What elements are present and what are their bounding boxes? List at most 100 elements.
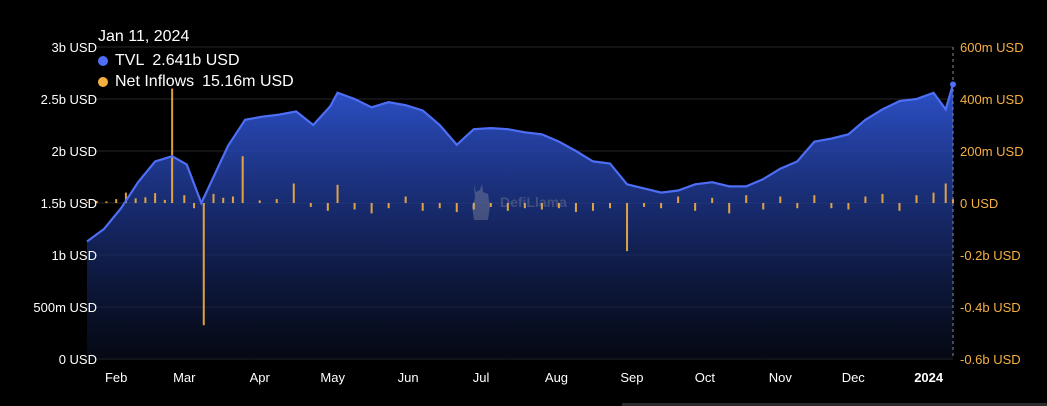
tooltip-date: Jan 11, 2024 bbox=[98, 28, 190, 45]
x-axis-tick-label: Oct bbox=[695, 370, 716, 385]
net-inflow-bar bbox=[455, 203, 458, 213]
net-inflow-bar bbox=[506, 203, 509, 211]
net-inflow-bar bbox=[309, 203, 312, 207]
net-inflow-bar bbox=[898, 203, 901, 211]
net-inflow-bar bbox=[154, 193, 157, 203]
net-inflow-bar bbox=[275, 199, 278, 203]
net-inflow-bar bbox=[932, 192, 935, 203]
left-axis-tick-label: 3b USD bbox=[51, 40, 97, 55]
left-axis-tick-label: 2b USD bbox=[51, 144, 97, 159]
net-inflow-bar bbox=[762, 203, 765, 210]
right-axis-tick-label: -0.2b USD bbox=[960, 248, 1021, 263]
net-inflow-bar bbox=[231, 196, 234, 203]
horizontal-scrollbar[interactable] bbox=[622, 403, 1047, 406]
net-inflow-bar bbox=[86, 201, 88, 203]
net-inflow-bar bbox=[370, 203, 373, 214]
net-inflow-bar bbox=[643, 203, 646, 207]
right-axis-labels: -0.6b USD -0.4b USD -0.2b USD 0 USD 200m USD… bbox=[960, 40, 1024, 367]
net-inflow-bar bbox=[404, 196, 407, 203]
net-inflow-bar bbox=[609, 203, 612, 209]
net-inflow-bar bbox=[745, 195, 748, 203]
net-inflow-bar bbox=[115, 199, 118, 203]
net-inflow-bar bbox=[711, 197, 714, 203]
x-axis-tick-label: Dec bbox=[842, 370, 866, 385]
net-inflow-bar bbox=[813, 195, 816, 203]
x-axis-tick-label: 2024 bbox=[914, 370, 944, 385]
net-inflow-bar bbox=[95, 200, 98, 203]
defillama-watermark: DefiLlama bbox=[466, 180, 567, 224]
right-axis-tick-label: 600m USD bbox=[960, 40, 1024, 55]
net-inflow-bar bbox=[421, 203, 424, 211]
net-inflow-bar bbox=[183, 195, 186, 203]
tooltip-tvl-row: TVL 2.641b USD bbox=[98, 50, 294, 71]
net-inflow-bar bbox=[472, 203, 475, 210]
right-axis-tick-label: -0.4b USD bbox=[960, 300, 1021, 315]
net-inflow-bar bbox=[944, 183, 947, 203]
net-inflow-bar bbox=[557, 203, 560, 209]
net-inflow-bar bbox=[660, 203, 663, 209]
x-axis-tick-label: Sep bbox=[620, 370, 643, 385]
net-inflow-bar bbox=[952, 199, 954, 203]
net-inflow-bar bbox=[212, 193, 215, 203]
right-axis-tick-label: 200m USD bbox=[960, 144, 1024, 159]
left-axis-tick-label: 500m USD bbox=[33, 300, 97, 315]
x-axis-tick-label: Mar bbox=[173, 370, 196, 385]
net-inflow-bar bbox=[489, 203, 492, 207]
net-inflow-bar bbox=[779, 196, 782, 203]
net-inflow-bar bbox=[241, 156, 244, 203]
net-inflow-bar bbox=[292, 183, 295, 203]
net-inflows-bars bbox=[86, 88, 954, 326]
net-inflow-bar bbox=[171, 88, 174, 203]
net-inflow-bar bbox=[864, 196, 867, 203]
net-inflow-bar bbox=[626, 203, 629, 252]
net-inflow-bar bbox=[124, 192, 127, 203]
net-inflow-bar bbox=[387, 203, 390, 209]
net-inflow-bar bbox=[222, 197, 225, 203]
x-axis-tick-label: Aug bbox=[545, 370, 568, 385]
tooltip-inflows-label: Net Inflows bbox=[115, 72, 195, 90]
crosshair-point bbox=[950, 81, 956, 88]
net-inflow-bar bbox=[830, 203, 833, 209]
net-inflow-bar bbox=[847, 203, 850, 210]
llama-logo-icon bbox=[472, 184, 490, 220]
tooltip-tvl-value: 2.641b USD bbox=[152, 51, 240, 69]
net-inflow-bar bbox=[105, 201, 108, 203]
inflows-legend-dot-icon bbox=[98, 76, 108, 87]
net-inflow-bar bbox=[258, 200, 261, 203]
right-axis-tick-label: 400m USD bbox=[960, 92, 1024, 107]
x-axis-labels: Feb Mar Apr May Jun Jul Aug Sep Oct Nov Dec 2024 bbox=[105, 370, 944, 385]
net-inflow-bar bbox=[144, 197, 147, 203]
left-axis-tick-label: 1b USD bbox=[51, 248, 97, 263]
tvl-line bbox=[86, 84, 955, 243]
net-inflow-bar bbox=[326, 203, 329, 211]
net-inflow-bar bbox=[438, 203, 441, 209]
tvl-area-fill bbox=[87, 84, 953, 359]
tooltip-tvl-label: TVL bbox=[115, 51, 145, 69]
left-axis-tick-label: 0 USD bbox=[59, 352, 97, 367]
x-axis-tick-label: May bbox=[320, 370, 345, 385]
net-inflow-bar bbox=[915, 195, 918, 203]
net-inflow-bar bbox=[163, 199, 166, 203]
tvl-series-line bbox=[86, 84, 955, 243]
tvl-legend-dot-icon bbox=[98, 55, 108, 66]
net-inflow-bar bbox=[881, 193, 884, 203]
right-axis-tick-label: 0 USD bbox=[960, 196, 998, 211]
x-axis-tick-label: Apr bbox=[250, 370, 271, 385]
net-inflow-bar bbox=[523, 203, 526, 209]
x-axis-tick-label: Jun bbox=[398, 370, 419, 385]
net-inflow-bar bbox=[574, 203, 577, 213]
net-inflow-bar bbox=[728, 203, 731, 214]
net-inflow-bar bbox=[677, 196, 680, 203]
net-inflow-bar bbox=[134, 198, 137, 203]
tooltip-inflows-row: Net Inflows 15.16m USD bbox=[98, 71, 294, 92]
x-axis-tick-label: Jul bbox=[473, 370, 490, 385]
tvl-area bbox=[87, 84, 953, 359]
right-axis-tick-label: -0.6b USD bbox=[960, 352, 1021, 367]
chart-tooltip: Jan 11, 2024 TVL 2.641b USD Net Inflows … bbox=[98, 28, 294, 92]
crosshair bbox=[950, 47, 956, 359]
x-axis-tick-label: Feb bbox=[105, 370, 127, 385]
net-inflow-bar bbox=[540, 203, 543, 210]
net-inflow-bar bbox=[202, 203, 205, 326]
net-inflow-bar bbox=[694, 203, 697, 211]
